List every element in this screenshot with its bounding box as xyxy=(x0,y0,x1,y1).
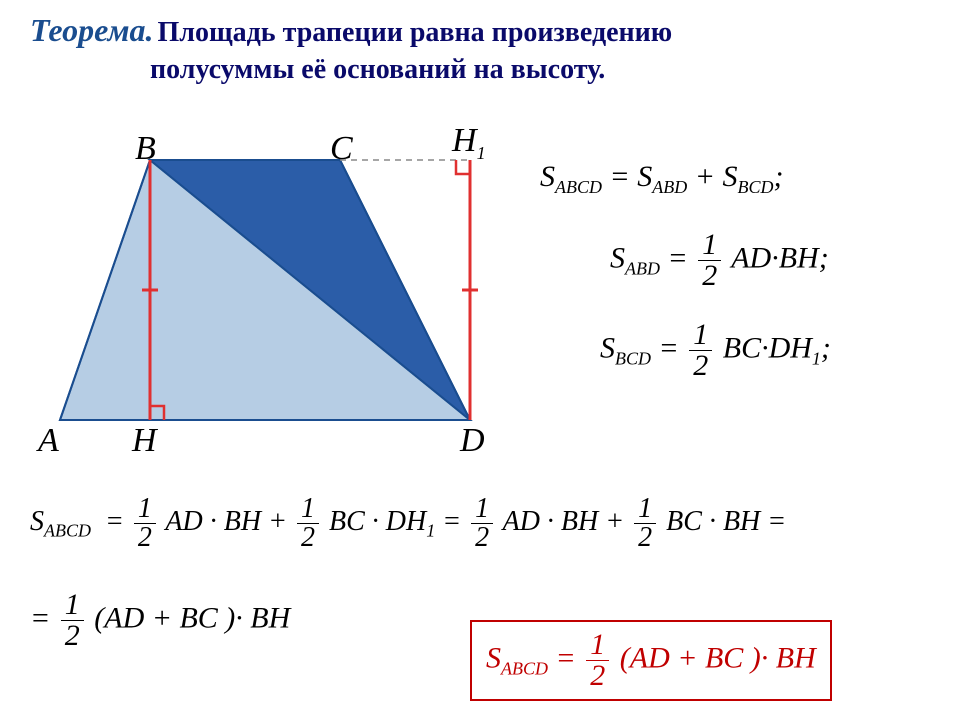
trapezoid-diagram: B C H1 A H D xyxy=(20,100,500,465)
eq-sum: SABCD = SABD + SBCD; xyxy=(540,160,784,198)
eq-long2: = 12 (AD + BC )· BH xyxy=(30,590,290,651)
eq-bcd: SBCD = 12 BC·DH1; xyxy=(600,320,831,381)
geometry-svg xyxy=(20,100,500,460)
eq-abd: SABD = 12 AD·BH; xyxy=(610,230,829,291)
eq-long1: SABCD = 12 AD · BH + 12 BC · DH1 = 12 AD… xyxy=(30,495,786,552)
label-C: C xyxy=(330,130,353,168)
label-D: D xyxy=(460,422,485,460)
label-B: B xyxy=(135,130,156,168)
eq-result: SABCD = 12 (AD + BC )· BH xyxy=(470,620,832,701)
label-H1: H1 xyxy=(452,122,486,164)
theorem-text-1: Площадь трапеции равна произведению xyxy=(158,17,673,48)
label-A: A xyxy=(38,422,59,460)
theorem-text-2: полусуммы её оснований на высоту. xyxy=(150,54,605,85)
theorem-title: Теорема. Площадь трапеции равна произвед… xyxy=(30,10,930,88)
theorem-label: Теорема. xyxy=(30,12,154,48)
label-H: H xyxy=(132,422,157,460)
